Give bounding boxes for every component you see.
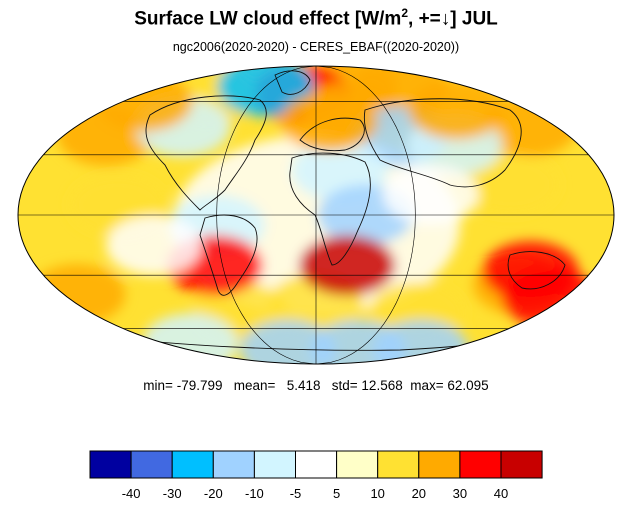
colorbar-tick-label: 5	[333, 486, 340, 501]
stat-min-value: -79.799	[176, 378, 223, 393]
map-outline	[17, 65, 615, 365]
coast-greenland	[274, 70, 311, 95]
colorbar-tick-label: -30	[163, 486, 182, 501]
map-subtitle: ngc2006(2020-2020) - CERES_EBAF((2020-20…	[172, 40, 460, 54]
colorbar-tick-label: 30	[453, 486, 467, 501]
colorbar-tick-label: 40	[494, 486, 508, 501]
field-blob	[299, 235, 396, 296]
field-blob	[382, 164, 479, 225]
coast-north-america	[145, 95, 267, 211]
colorbar-tick-label: -5	[290, 486, 302, 501]
graticule	[18, 66, 614, 364]
colorbar-tick-label: -10	[245, 486, 264, 501]
colorbar-box	[212, 450, 255, 479]
colorbar-box	[500, 450, 543, 479]
stat-std-label: std=	[331, 378, 358, 393]
stat-mean-value: 5.418	[286, 378, 321, 393]
colorbar-box	[459, 450, 502, 479]
field-blob	[105, 215, 202, 276]
colorbar-box	[418, 450, 461, 479]
title-suffix: , +=↓] JUL	[408, 8, 498, 30]
colorbar-box	[253, 450, 296, 479]
field-blob	[280, 91, 377, 152]
colorbar-tick-label: 10	[370, 486, 384, 501]
world-map	[17, 65, 615, 365]
colorbar-boxes	[89, 450, 543, 479]
field-blob	[462, 154, 559, 215]
colorbar-labels: -40 -30 -20 -10 -5 5 10 20 30 40	[122, 486, 509, 501]
coast-africa	[289, 152, 371, 266]
stat-min-label: min=	[143, 378, 173, 393]
stat-mean-label: mean=	[233, 378, 276, 393]
coast-europe	[299, 117, 365, 152]
field-blob	[373, 320, 470, 364]
map-title: Surface LW cloud effect [W/m2, +=↓] JUL	[0, 6, 632, 30]
colorbar-box	[171, 450, 214, 479]
stat-max-value: 62.095	[447, 378, 489, 393]
colorbar-box	[377, 450, 420, 479]
title-prefix: Surface LW cloud effect [W/m	[134, 8, 402, 30]
coast-asia	[363, 98, 522, 188]
colorbar-tick-label: -20	[204, 486, 223, 501]
colorbar-box	[89, 450, 132, 479]
stat-max-label: max=	[410, 378, 444, 393]
statistics-line: min= -79.799 mean= 5.418 std= 12.568 max…	[0, 378, 632, 393]
field-blob	[408, 79, 505, 140]
colorbar-tick-label: 20	[412, 486, 426, 501]
title-superscript: 2	[401, 6, 409, 20]
coast-south-america	[199, 214, 258, 296]
colorbar-box	[130, 450, 173, 479]
colorbar-box	[336, 450, 379, 479]
coast-australia	[507, 251, 566, 290]
stat-std-value: 12.568	[361, 378, 403, 393]
colorbar-tick-label: -40	[122, 486, 141, 501]
field-blob	[239, 320, 336, 364]
colorbar-box	[295, 450, 338, 479]
